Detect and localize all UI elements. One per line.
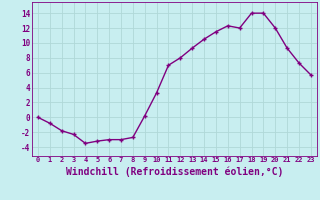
- X-axis label: Windchill (Refroidissement éolien,°C): Windchill (Refroidissement éolien,°C): [66, 166, 283, 177]
